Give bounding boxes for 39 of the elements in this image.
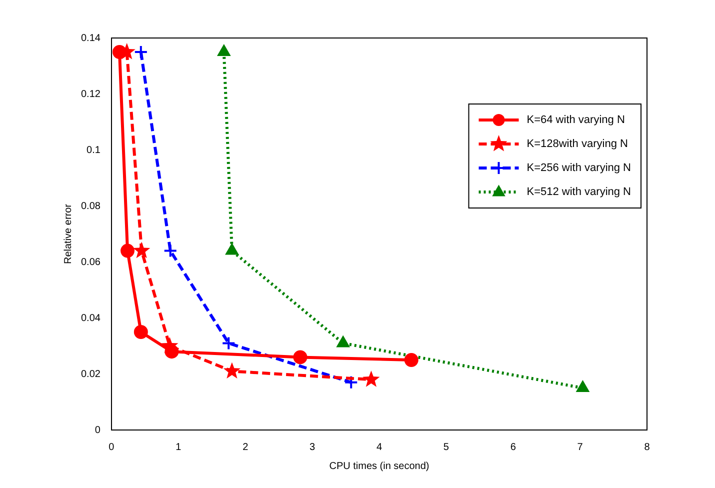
x-tick-label: 5 — [443, 442, 450, 453]
x-tick-label: 1 — [176, 442, 182, 453]
point — [133, 242, 150, 258]
legend-label: K=512 with varying N — [526, 186, 632, 198]
point — [336, 336, 350, 348]
point — [362, 370, 380, 387]
point — [161, 337, 178, 354]
point — [222, 336, 236, 350]
point — [404, 353, 418, 367]
x-tick-label: 6 — [510, 442, 516, 453]
x-tick-label: 0 — [108, 442, 115, 453]
point — [223, 362, 241, 378]
point — [218, 45, 230, 56]
y-tick-label: 0.12 — [80, 88, 101, 100]
legend-label: K=64 with varying N — [526, 114, 625, 126]
point — [134, 45, 148, 59]
legend-label: K=128with varying N — [526, 138, 628, 150]
x-tick-label: 2 — [242, 442, 249, 453]
point — [576, 381, 589, 392]
legend-label: K=256 with varying N — [526, 162, 632, 174]
point — [120, 244, 135, 258]
y-tick-label: 0.06 — [80, 256, 101, 268]
point — [134, 325, 148, 339]
x-tick-label: 8 — [644, 442, 650, 453]
y-axis-title: Relative error — [62, 203, 74, 264]
point — [226, 244, 238, 255]
x-tick-label: 4 — [376, 442, 382, 453]
y-tick-label: 0.08 — [80, 200, 101, 212]
y-tick-label: 0.1 — [86, 144, 101, 156]
point — [163, 244, 178, 258]
x-tick-label: 3 — [310, 442, 316, 453]
x-axis-title: CPU times (in second) — [329, 460, 430, 472]
y-tick-label: 0 — [94, 424, 101, 436]
point — [293, 350, 308, 364]
x-tick-label: 7 — [577, 442, 584, 453]
y-tick-label: 0.02 — [80, 368, 101, 380]
point — [344, 375, 358, 390]
y-tick-label: 0.14 — [80, 32, 101, 44]
y-tick-label: 0.04 — [80, 312, 101, 324]
